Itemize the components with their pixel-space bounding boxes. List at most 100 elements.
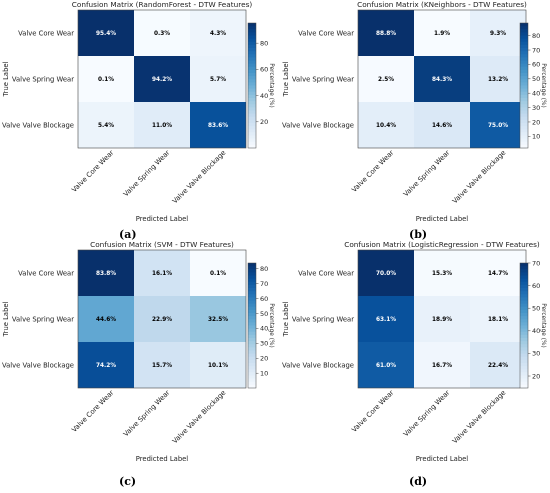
cell-value-label: 74.2% (96, 363, 116, 369)
colorbar-segment (248, 135, 256, 140)
heatmap-cell (134, 250, 190, 296)
colorbar-segment (520, 263, 528, 267)
colorbar-segment (248, 79, 256, 83)
colorbar-tick-label: 20 (260, 118, 268, 126)
y-tick-label: Valve Spring Wear (292, 316, 354, 324)
colorbar-tick-label: 20 (260, 355, 268, 363)
colorbar-segment (248, 101, 256, 105)
colorbar-segment (248, 51, 256, 55)
colorbar-segment (248, 378, 256, 383)
colorbar-segment (520, 309, 528, 314)
colorbar-tick-label: 40 (260, 325, 268, 333)
chart-title: Confusion Matrix (LogisticRegression - D… (344, 240, 540, 249)
y-axis-label: True Label (282, 61, 290, 97)
x-tick-label: Valve Core Wear (350, 149, 395, 194)
y-tick-label: Valve Core Wear (298, 270, 354, 278)
colorbar-segment (520, 110, 528, 115)
colorbar-tick-label: 30 (260, 340, 268, 348)
colorbar-segment (520, 113, 528, 118)
colorbar-segment (520, 79, 528, 83)
heatmap-cell (358, 296, 414, 342)
colorbar-segment (520, 41, 528, 46)
heatmap-cell (78, 342, 134, 388)
colorbar-segment (520, 26, 528, 30)
cell-value-label: 32.5% (208, 317, 228, 323)
colorbar-segment (520, 51, 528, 55)
heatmap-cell (190, 296, 246, 342)
cell-value-label: 18.1% (488, 317, 508, 323)
heatmap-cell (414, 102, 470, 148)
colorbar-segment (248, 123, 256, 127)
heatmap-cell (78, 10, 134, 56)
confusion-matrix-panel-2: Confusion Matrix (KNeighbors - DTW Featu… (282, 0, 546, 223)
colorbar-segment (520, 66, 528, 71)
cell-value-label: 11.0% (152, 123, 172, 129)
colorbar-tick-label: 60 (532, 282, 540, 290)
colorbar-segment (248, 107, 256, 111)
cell-value-label: 88.8% (376, 31, 396, 37)
colorbar-segment (520, 381, 528, 386)
colorbar-segment (520, 281, 528, 286)
heatmap-cell (358, 250, 414, 296)
x-axis-label: Predicted Label (416, 455, 469, 463)
heatmap-cell (470, 250, 526, 296)
colorbar-segment (520, 322, 528, 326)
colorbar-segment (520, 38, 528, 43)
heatmap-cell (358, 56, 414, 102)
x-tick-label: Valve Spring Wear (402, 149, 452, 199)
heatmap-cell (358, 10, 414, 56)
colorbar-segment (248, 334, 256, 339)
colorbar-segment (248, 300, 256, 305)
colorbar-segment (520, 107, 528, 111)
colorbar-segment (248, 381, 256, 386)
colorbar-segment (520, 94, 528, 99)
colorbar-label: Percentage (%) (540, 63, 546, 107)
colorbar-segment (248, 350, 256, 355)
colorbar-segment (248, 66, 256, 71)
colorbar-tick-label: 20 (532, 118, 540, 126)
colorbar-segment (248, 129, 256, 133)
cell-value-label: 14.6% (432, 123, 452, 129)
colorbar-segment (248, 138, 256, 143)
heatmap-cell (134, 56, 190, 102)
colorbar-segment (520, 91, 528, 96)
colorbar-segment (248, 88, 256, 93)
x-tick-label: Valve Valve Blockage (171, 389, 228, 446)
cell-value-label: 4.3% (210, 31, 226, 37)
colorbar-label: Percentage (%) (268, 63, 274, 107)
colorbar-segment (520, 116, 528, 121)
colorbar-segment (248, 38, 256, 43)
colorbar-segment (520, 272, 528, 276)
colorbar-segment (248, 275, 256, 280)
colorbar-tick-label: 60 (260, 66, 268, 74)
heatmap-cell (78, 102, 134, 148)
colorbar-segment (248, 113, 256, 118)
colorbar-frame (247, 22, 257, 149)
colorbar-segment (248, 110, 256, 115)
colorbar-segment (520, 291, 528, 295)
colorbar-segment (248, 48, 256, 52)
cell-value-label: 15.3% (432, 271, 452, 277)
cell-value-label: 5.7% (210, 77, 226, 83)
colorbar-tick-label: 10 (260, 370, 268, 378)
colorbar-segment (248, 82, 256, 86)
x-axis-label: Predicted Label (136, 215, 189, 223)
colorbar-segment (520, 88, 528, 93)
cell-value-label: 83.8% (96, 271, 116, 277)
colorbar-segment (248, 347, 256, 351)
colorbar-segment (248, 372, 256, 376)
colorbar-segment (248, 104, 256, 108)
x-axis-label: Predicted Label (136, 455, 189, 463)
colorbar-segment (520, 141, 528, 146)
x-tick-label: Valve Valve Blockage (451, 389, 508, 446)
colorbar-segment (248, 384, 256, 389)
colorbar-segment (520, 123, 528, 127)
colorbar-frame (519, 262, 529, 389)
x-axis-label: Predicted Label (416, 215, 469, 223)
colorbar-tick-label: 70 (532, 46, 540, 54)
colorbar-segment (248, 32, 256, 36)
colorbar-tick-label: 70 (260, 280, 268, 288)
x-tick-label: Valve Spring Wear (402, 389, 452, 439)
colorbar-segment (520, 338, 528, 342)
